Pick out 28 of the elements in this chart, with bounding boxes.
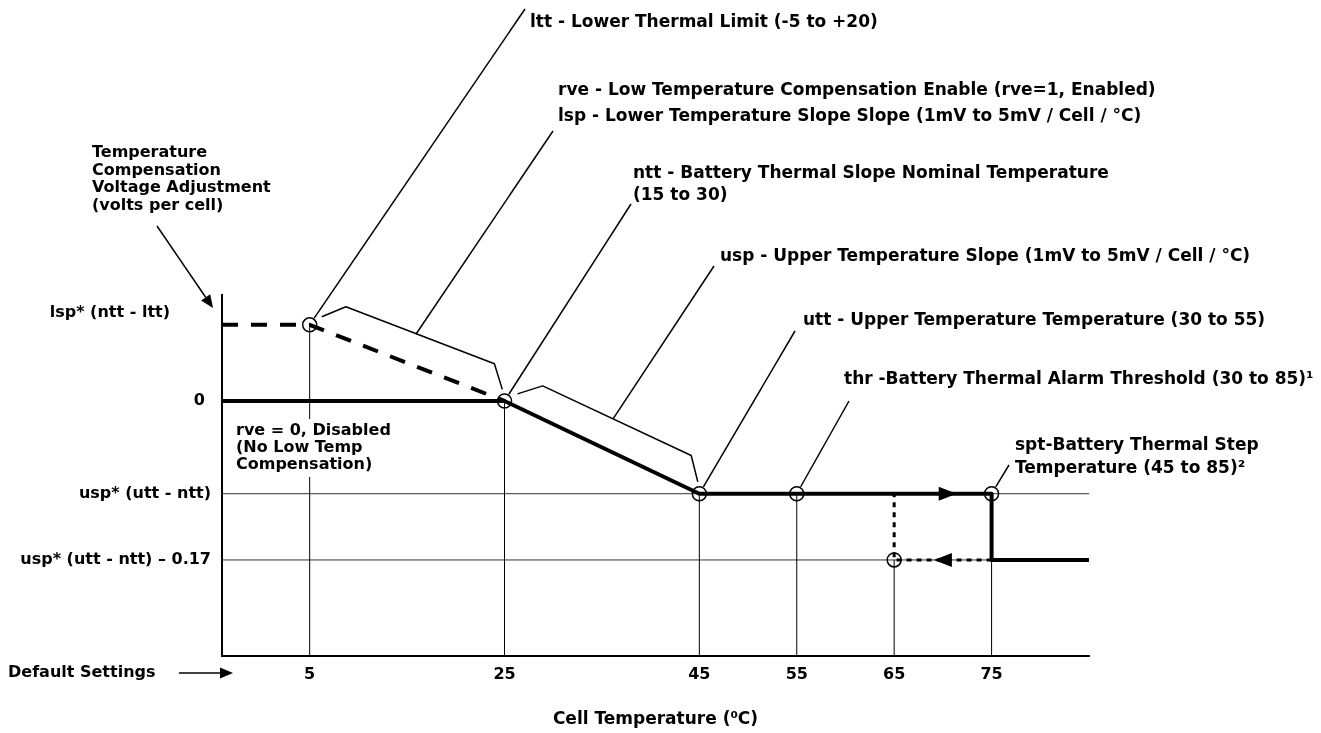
x-tick-label: 55: [785, 663, 808, 683]
text: lsp* (ntt - ltt): [49, 302, 170, 322]
annotation: spt-Battery Thermal Step Temperature (45 to 85)²: [1015, 434, 1259, 478]
annotation: thr -Battery Thermal Alarm Threshold (30 to 85)¹: [844, 368, 1314, 389]
text: lsp - Lower Temperature Slope Slope (1mV to 5mV / Cell / °C): [558, 105, 1142, 126]
point: [789, 485, 805, 502]
point: [691, 485, 708, 502]
annotation: rve = 0, Disabled (No Low Temp Compensation): [236, 420, 391, 474]
text: rve - Low Temperature Compensation Enable (rve=1, Enabled): [558, 79, 1156, 100]
annotation: ntt - Battery Thermal Slope Nominal Temperature (15 to 30): [633, 162, 1109, 205]
text: Temperature Compensation Voltage Adjustment (volts per cell): [92, 142, 272, 214]
x-tick-label: 45: [688, 663, 711, 683]
point: [301, 317, 318, 333]
x-axis-title: Cell Temperature (⁰C): [552, 708, 759, 729]
annotation: 0: [193, 390, 205, 410]
annotation: utt - Upper Temperature Temperature (30 to 55): [803, 309, 1266, 330]
text: Default Settings: [8, 662, 156, 682]
point: [886, 552, 902, 568]
point: [983, 485, 1000, 502]
x-tick-label: 5: [304, 663, 316, 683]
x-tick-label: 75: [980, 663, 1003, 683]
ref-line-label: usp* (utt - ntt): [78, 482, 211, 502]
x-tick-label: 25: [493, 663, 516, 683]
point: [496, 393, 513, 409]
x-tick-label: 65: [883, 663, 906, 683]
ref-line-label: usp* (utt - ntt) – 0.17: [20, 549, 211, 569]
annotation: ltt - Lower Thermal Limit (-5 to +20): [530, 11, 878, 32]
text: usp - Upper Temperature Slope (1mV to 5mV / Cell / °C): [720, 245, 1251, 266]
